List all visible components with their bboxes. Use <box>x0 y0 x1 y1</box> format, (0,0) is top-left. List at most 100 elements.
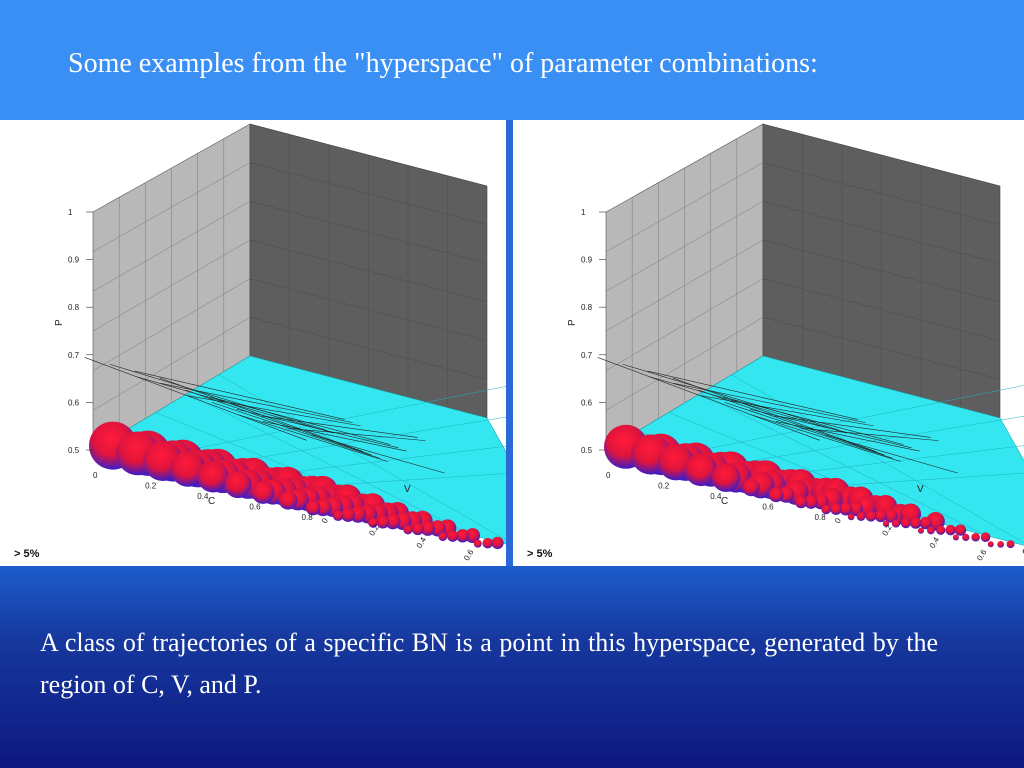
sphere-point <box>987 541 994 548</box>
sphere-point <box>954 524 967 536</box>
sphere-point <box>385 513 401 530</box>
c-tick-label: 0 <box>606 471 611 480</box>
c-tick-label: 0.8 <box>302 513 314 522</box>
sphere-point <box>684 453 718 487</box>
sphere-point <box>962 533 970 542</box>
sphere-point <box>917 527 924 534</box>
sphere-point <box>465 528 481 544</box>
c-tick-label: 0.8 <box>815 513 827 522</box>
p-tick-label: 0.7 <box>581 351 593 360</box>
sphere-point <box>865 510 877 522</box>
sphere-points <box>604 424 1024 554</box>
c-tick-label: 0.4 <box>710 492 722 501</box>
drop-lines <box>84 357 445 474</box>
sphere-point <box>891 519 901 528</box>
sphere-point <box>473 539 482 548</box>
slide-title: Some examples from the "hyperspace" of p… <box>68 48 818 79</box>
p-axis-label: P <box>567 319 578 326</box>
v-axis-label: V <box>917 484 924 495</box>
sphere-point <box>847 513 855 521</box>
sphere-point <box>839 502 853 516</box>
left-wall-grid <box>92 138 251 435</box>
plot-panel-left: 1 0.9 0.8 0.7 0.6 0.5 P 0 0.2 0.4 0.6 0.8 C 0 0.2 0.4 0.… <box>0 120 506 566</box>
sphere-point <box>900 518 911 529</box>
sphere-point <box>804 494 818 509</box>
sphere-point <box>971 532 980 542</box>
sphere-point <box>403 525 413 535</box>
back-wall-grid <box>762 134 1001 408</box>
c-axis-label: C <box>208 496 215 507</box>
plot-caption-left: > 5% <box>14 548 40 560</box>
c-tick-label: 0 <box>93 471 98 480</box>
panel-divider <box>506 120 513 566</box>
p-tick-label: 1 <box>68 208 73 217</box>
c-tick-label: 0.4 <box>197 492 209 501</box>
slide-body-text: A class of trajectories of a specific BN… <box>40 628 938 699</box>
sphere-point <box>882 520 890 527</box>
sphere-point <box>368 517 379 528</box>
c-tick-label: 0.2 <box>145 482 157 491</box>
p-tick-label: 0.6 <box>68 398 80 407</box>
sphere-point <box>711 463 741 492</box>
v-tick-label: 0 <box>833 516 843 525</box>
v-tick-label: 0.2 <box>880 523 894 538</box>
sphere-point <box>341 508 355 522</box>
scatter3d-plot-right: 1 0.9 0.8 0.7 0.6 0.5 P 0 0.2 0.4 0.6 0.8 C 0 0.2 0.4 0.… <box>567 123 1024 566</box>
sphere-point <box>411 523 424 536</box>
p-axis-label: P <box>54 319 65 326</box>
plot-panel-right: 1 0.9 0.8 0.7 0.6 0.5 P 0 0.2 0.4 0.6 0.8 C 0 0.2 0.4 0.… <box>513 120 1024 566</box>
sphere-point <box>438 532 448 542</box>
sphere-point <box>830 503 842 515</box>
plot-caption-right: > 5% <box>527 548 553 560</box>
scatter3d-plot-left: 10.90.80.70.60.5P00.20.40.60.8C00.20.40.… <box>54 123 506 563</box>
sphere-point <box>884 509 898 523</box>
p-tick-label: 0.9 <box>68 256 80 265</box>
sphere-point <box>980 532 991 542</box>
sphere-point <box>251 480 275 504</box>
p-tick-label: 0.6 <box>581 398 593 407</box>
sphere-point <box>224 470 252 499</box>
sphere-point <box>376 515 390 529</box>
sphere-point <box>420 521 435 536</box>
c-axis-label: C <box>721 496 728 507</box>
sphere-point <box>332 510 344 522</box>
sphere-point <box>1006 540 1015 549</box>
sphere-point <box>795 496 808 509</box>
sphere-point <box>278 490 298 510</box>
sphere-point <box>742 478 760 497</box>
sphere-point <box>952 534 959 541</box>
v-tick-label: 0.6 <box>462 548 476 563</box>
c-tick-label: 0.6 <box>249 503 261 512</box>
v-tick-label: 0.4 <box>928 535 942 550</box>
sphere-point <box>197 461 229 493</box>
sphere-point <box>305 500 321 516</box>
v-axis-label: V <box>404 484 411 495</box>
sphere-point <box>874 509 887 523</box>
p-tick-label: 0.9 <box>581 256 593 265</box>
slide-title-bar: Some examples from the "hyperspace" of p… <box>0 0 1024 120</box>
sphere-point <box>856 512 866 521</box>
p-tick-label: 0.5 <box>581 446 593 455</box>
left-wall-grid <box>605 138 764 435</box>
p-tick-label: 0.5 <box>68 446 80 455</box>
sphere-point <box>482 538 493 549</box>
sphere-point <box>768 487 784 503</box>
sphere-point <box>936 525 946 535</box>
sphere-points <box>89 421 504 550</box>
p-tick-label: 0.8 <box>581 303 593 312</box>
v-tick-label: 0.6 <box>975 548 989 563</box>
sphere-point <box>945 524 956 536</box>
sphere-point <box>491 536 504 550</box>
v-tick-label: 0.4 <box>415 535 429 550</box>
c-tick-label: 0.2 <box>658 482 670 491</box>
c-tick-label: 0.6 <box>762 503 774 512</box>
sphere-point <box>926 526 935 535</box>
sphere-point <box>821 504 831 515</box>
sphere-point <box>919 516 932 530</box>
p-tick-label: 0.8 <box>68 303 80 312</box>
sphere-point <box>910 517 922 529</box>
sphere-point <box>455 529 470 543</box>
sphere-point <box>447 530 459 542</box>
p-tick-label: 0.7 <box>68 351 80 360</box>
drop-lines <box>597 357 958 474</box>
